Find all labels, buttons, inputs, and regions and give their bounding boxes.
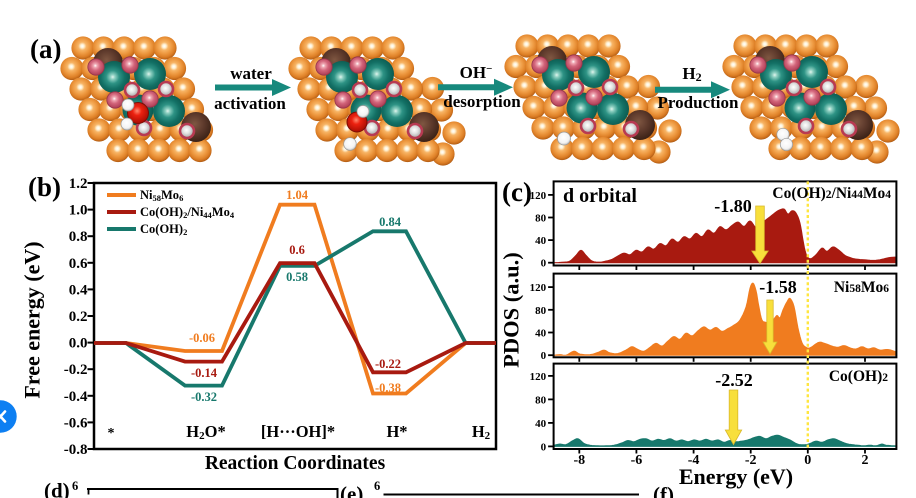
svg-text:80: 80	[535, 213, 547, 225]
svg-text:40: 40	[535, 328, 547, 340]
svg-text:0: 0	[541, 258, 547, 270]
svg-text:-0.8: -0.8	[64, 442, 88, 458]
svg-text:Reaction Coordinates: Reaction Coordinates	[205, 453, 386, 474]
svg-text:0.6: 0.6	[69, 256, 88, 272]
svg-text:Production: Production	[658, 93, 739, 112]
svg-text:Co(OH)2/Ni44Mo4: Co(OH)2/Ni44Mo4	[140, 205, 235, 220]
svg-text:0.84: 0.84	[379, 215, 402, 229]
svg-text:1.2: 1.2	[69, 176, 88, 192]
svg-text:activation: activation	[214, 94, 286, 113]
svg-text:1.04: 1.04	[286, 188, 309, 202]
svg-text:Free energy (eV): Free energy (eV)	[20, 241, 45, 398]
svg-text:Co(OH)2: Co(OH)2	[829, 368, 888, 385]
svg-text:-2.52: -2.52	[715, 370, 753, 390]
svg-text:-0.32: -0.32	[191, 390, 217, 404]
svg-text:40: 40	[535, 235, 547, 247]
svg-text:OH−: OH−	[460, 63, 493, 82]
svg-text:H2O*: H2O*	[186, 422, 225, 442]
svg-text:water: water	[230, 64, 272, 83]
svg-text:-1.58: -1.58	[759, 277, 797, 297]
svg-text:-0.2: -0.2	[64, 362, 88, 378]
svg-text:(d): (d)	[44, 479, 70, 498]
svg-text:(a): (a)	[30, 34, 61, 64]
svg-text:*: *	[108, 426, 115, 441]
svg-text:0.0: 0.0	[69, 336, 88, 352]
svg-text:0.6: 0.6	[289, 243, 305, 257]
svg-text:[H···OH]*: [H···OH]*	[261, 422, 335, 441]
svg-text:0.4: 0.4	[69, 282, 88, 298]
svg-text:0: 0	[541, 441, 547, 453]
svg-text:-0.22: -0.22	[375, 357, 401, 371]
svg-text:Co(OH)2: Co(OH)2	[140, 222, 187, 237]
svg-text:-4: -4	[688, 453, 700, 468]
svg-text:desorption: desorption	[443, 92, 521, 111]
svg-text:80: 80	[535, 394, 547, 406]
svg-text:d orbital: d orbital	[563, 185, 637, 207]
svg-text:-0.6: -0.6	[64, 415, 88, 431]
svg-text:0.58: 0.58	[286, 270, 308, 284]
svg-text:(b): (b)	[28, 172, 61, 202]
svg-text:(e): (e)	[340, 482, 363, 498]
svg-text:-0.06: -0.06	[189, 331, 215, 345]
svg-text:6: 6	[72, 479, 78, 493]
svg-text:-1.80: -1.80	[714, 196, 752, 216]
svg-text:0.8: 0.8	[69, 229, 88, 245]
svg-text:80: 80	[535, 305, 547, 317]
svg-text:Energy (eV): Energy (eV)	[679, 464, 793, 489]
svg-text:0: 0	[804, 453, 811, 468]
svg-text:-0.4: -0.4	[64, 389, 88, 405]
svg-text:Ni58Mo6: Ni58Mo6	[834, 279, 889, 296]
svg-text:-8: -8	[573, 453, 585, 468]
svg-text:0.2: 0.2	[69, 309, 88, 325]
svg-text:PDOS (a.u.): PDOS (a.u.)	[499, 252, 524, 368]
svg-text:1.0: 1.0	[69, 203, 88, 219]
svg-text:-0.14: -0.14	[191, 366, 218, 380]
svg-text:-0.38: -0.38	[375, 381, 401, 395]
svg-text:-6: -6	[631, 453, 643, 468]
svg-text:40: 40	[535, 418, 547, 430]
svg-text:Co(OH)2/Ni44Mo4: Co(OH)2/Ni44Mo4	[772, 185, 891, 202]
svg-text:6: 6	[374, 479, 380, 493]
svg-text:0: 0	[541, 350, 547, 362]
svg-text:120: 120	[530, 282, 547, 294]
svg-text:Ni58Mo6: Ni58Mo6	[140, 188, 183, 203]
svg-text:120: 120	[530, 190, 547, 202]
svg-text:(c): (c)	[502, 177, 532, 207]
svg-text:H*: H*	[386, 422, 407, 441]
svg-text:2: 2	[862, 453, 869, 468]
svg-text:-2: -2	[745, 453, 757, 468]
svg-text:120: 120	[530, 371, 547, 383]
svg-text:(f): (f)	[653, 483, 674, 498]
